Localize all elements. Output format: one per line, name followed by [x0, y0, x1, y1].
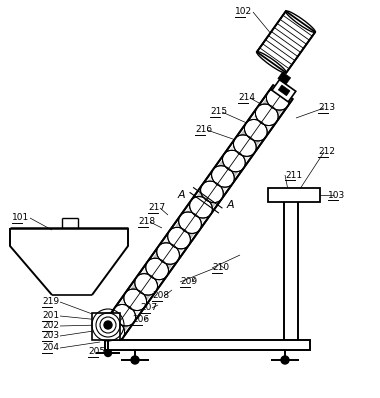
- Polygon shape: [171, 217, 198, 244]
- Polygon shape: [182, 201, 209, 228]
- Text: 206: 206: [132, 316, 149, 324]
- Polygon shape: [193, 186, 220, 213]
- Polygon shape: [92, 313, 120, 340]
- Text: 204: 204: [42, 343, 59, 353]
- Ellipse shape: [179, 212, 201, 233]
- Text: A: A: [178, 190, 185, 200]
- Polygon shape: [105, 340, 310, 350]
- Text: 214: 214: [238, 94, 255, 103]
- Polygon shape: [248, 109, 275, 136]
- Ellipse shape: [244, 119, 267, 141]
- Polygon shape: [160, 232, 187, 259]
- Circle shape: [281, 356, 289, 364]
- Ellipse shape: [190, 197, 212, 218]
- Polygon shape: [127, 279, 154, 306]
- Circle shape: [104, 321, 112, 329]
- Polygon shape: [98, 85, 293, 345]
- Polygon shape: [204, 171, 231, 198]
- Polygon shape: [268, 188, 320, 202]
- Text: 201: 201: [42, 312, 59, 320]
- Text: A: A: [226, 200, 234, 210]
- Ellipse shape: [113, 304, 136, 326]
- Ellipse shape: [124, 289, 147, 310]
- Ellipse shape: [223, 150, 245, 172]
- Ellipse shape: [135, 274, 158, 295]
- Polygon shape: [278, 72, 291, 84]
- Text: 101: 101: [12, 213, 29, 222]
- Ellipse shape: [233, 135, 256, 156]
- Text: 102: 102: [235, 8, 252, 16]
- Text: 219: 219: [42, 297, 59, 306]
- Text: 212: 212: [318, 148, 335, 156]
- Ellipse shape: [212, 166, 234, 187]
- Text: 217: 217: [148, 203, 165, 213]
- Ellipse shape: [201, 181, 223, 203]
- Polygon shape: [116, 294, 143, 321]
- Circle shape: [105, 349, 111, 357]
- Polygon shape: [257, 11, 315, 73]
- Text: 209: 209: [180, 277, 197, 287]
- Polygon shape: [105, 309, 132, 336]
- Polygon shape: [237, 125, 264, 151]
- Ellipse shape: [168, 227, 190, 249]
- Text: 213: 213: [318, 103, 335, 113]
- Text: 202: 202: [42, 322, 59, 330]
- Text: 218: 218: [138, 217, 155, 226]
- Ellipse shape: [266, 89, 289, 110]
- Text: 211: 211: [285, 170, 302, 179]
- Polygon shape: [259, 94, 286, 121]
- Ellipse shape: [286, 11, 315, 32]
- Ellipse shape: [255, 104, 278, 125]
- Circle shape: [131, 356, 139, 364]
- Text: 103: 103: [328, 191, 345, 199]
- Polygon shape: [149, 248, 176, 275]
- Text: 210: 210: [212, 263, 229, 273]
- Ellipse shape: [157, 243, 179, 264]
- Text: 205: 205: [88, 347, 105, 357]
- Ellipse shape: [146, 258, 168, 280]
- Text: 216: 216: [195, 125, 212, 135]
- Polygon shape: [138, 263, 165, 290]
- Polygon shape: [272, 80, 296, 102]
- Ellipse shape: [257, 52, 286, 73]
- Text: 207: 207: [140, 304, 157, 312]
- Ellipse shape: [102, 320, 125, 341]
- Polygon shape: [215, 155, 242, 182]
- Text: 208: 208: [152, 291, 169, 300]
- Polygon shape: [226, 140, 253, 167]
- Text: 203: 203: [42, 332, 59, 341]
- Text: 215: 215: [210, 107, 227, 117]
- Polygon shape: [278, 85, 290, 96]
